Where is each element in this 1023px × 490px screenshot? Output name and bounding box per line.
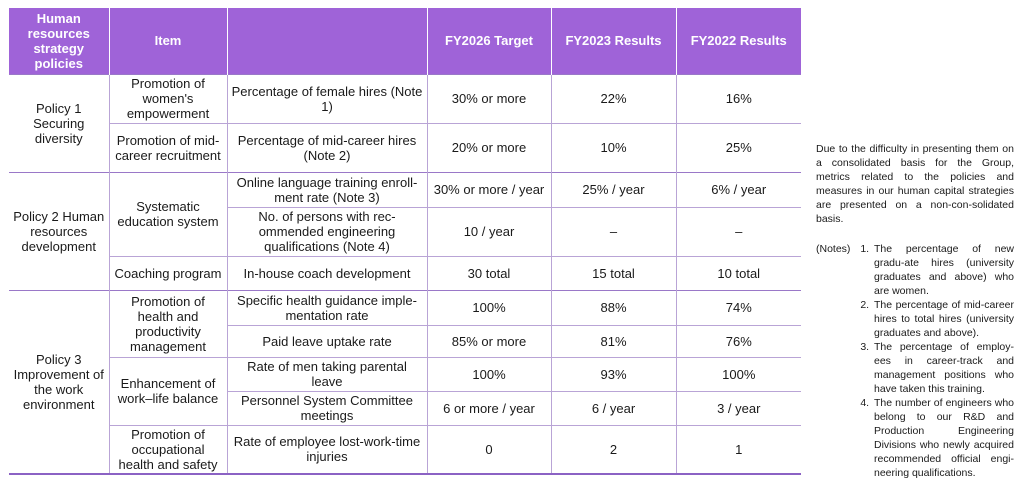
metric-cell: No. of persons with rec-ommended enginee… (226, 206, 427, 256)
table-row: Policy 2 Human resources development Sys… (9, 171, 801, 290)
fy2022-cell: 16% (675, 73, 801, 123)
header-row: Human resources strategy policies Item F… (9, 8, 801, 74)
fy2022-cell: 6% / year (675, 171, 801, 207)
fy2023-cell: 25% / year (550, 171, 676, 207)
note-item: The number of engineers who belong to ou… (872, 396, 1014, 480)
item-cell: Systematic education system (108, 171, 227, 256)
table-row: Coaching program In-house coach developm… (9, 255, 801, 290)
target-cell: 30% or more (426, 73, 551, 123)
item-cell: Promotion of health and productivity man… (108, 289, 227, 357)
metric-cell: Percentage of female hires (Note 1) (226, 73, 427, 123)
item-cell: Promotion of occupational health and saf… (108, 424, 227, 474)
target-cell: 100% (426, 289, 551, 325)
note-item: The percentage of employ-ees in career-t… (872, 340, 1014, 396)
side-notes: Due to the difficulty in presenting them… (816, 142, 1014, 480)
metric-cell: In-house coach development (226, 255, 427, 290)
fy2022-cell: – (675, 206, 801, 256)
header-fy2023: FY2023 Results (550, 8, 676, 74)
item-cell: Enhancement of work–life balance (108, 356, 227, 425)
note-item: The percentage of new gradu-ate hires (u… (872, 242, 1014, 298)
target-cell: 85% or more (426, 324, 551, 357)
fy2023-cell: 2 (550, 424, 676, 474)
item-cell: Promotion of mid-career recruitment (108, 122, 227, 172)
target-cell: 100% (426, 356, 551, 391)
fy2022-cell: 1 (675, 424, 801, 474)
fy2022-cell: 3 / year (675, 390, 801, 425)
table-row: Enhancement of work–life balance Rate of… (9, 356, 801, 425)
fy2022-cell: 10 total (675, 255, 801, 290)
table-row: Promotion of mid-career recruitment Perc… (9, 122, 801, 172)
target-cell: 6 or more / year (426, 390, 551, 425)
fy2023-cell: – (550, 206, 676, 256)
target-cell: 30 total (426, 255, 551, 290)
notes-block: (Notes) The percentage of new gradu-ate … (816, 242, 1014, 480)
header-item: Item (108, 8, 227, 74)
metric-cell: Specific health guidance imple-mentation… (226, 289, 427, 325)
policy-cell: Policy 1 Securing diversity (9, 73, 109, 172)
intro-text: Due to the difficulty in presenting them… (816, 143, 1014, 225)
note-item: The percentage of mid-career hires to to… (872, 298, 1014, 340)
fy2023-cell: 6 / year (550, 390, 676, 425)
policy-cell: Policy 2 Human resources development (9, 171, 109, 290)
table-row: Policy 3 Improvement of the work environ… (9, 289, 801, 474)
table-row: Promotion of occupational health and saf… (9, 424, 801, 474)
fy2023-cell: 22% (550, 73, 676, 123)
table-row: No. of persons with rec-ommended enginee… (9, 206, 801, 256)
metric-cell: Online language training enroll-ment rat… (226, 171, 427, 207)
target-cell: 10 / year (426, 206, 551, 256)
metric-cell: Rate of men taking parental leave (226, 356, 427, 391)
fy2022-cell: 25% (675, 122, 801, 172)
hr-metrics-table: Human resources strategy policies Item F… (9, 8, 801, 475)
policy-cell: Policy 3 Improvement of the work environ… (9, 289, 109, 474)
fy2023-cell: 81% (550, 324, 676, 357)
fy2023-cell: 10% (550, 122, 676, 172)
metric-cell: Percentage of mid-career hires (Note 2) (226, 122, 427, 172)
fy2022-cell: 100% (675, 356, 801, 391)
table-row: Policy 1 Securing diversity Promotion of… (9, 73, 801, 172)
metric-cell: Personnel System Committee meetings (226, 390, 427, 425)
target-cell: 30% or more / year (426, 171, 551, 207)
notes-label: (Notes) (816, 243, 851, 255)
fy2022-cell: 76% (675, 324, 801, 357)
fy2023-cell: 93% (550, 356, 676, 391)
header-metric (226, 8, 427, 74)
fy2023-cell: 88% (550, 289, 676, 325)
notes-list: The percentage of new gradu-ate hires (u… (856, 242, 1014, 480)
metric-cell: Paid leave uptake rate (226, 324, 427, 357)
item-cell: Coaching program (108, 255, 227, 290)
table-row: Personnel System Committee meetings 6 or… (9, 390, 801, 425)
metric-cell: Rate of employee lost-work-time injuries (226, 424, 427, 474)
item-cell: Promotion of women's empowerment (108, 73, 227, 123)
target-cell: 20% or more (426, 122, 551, 172)
header-policies: Human resources strategy policies (9, 8, 109, 74)
fy2022-cell: 74% (675, 289, 801, 325)
fy2023-cell: 15 total (550, 255, 676, 290)
target-cell: 0 (426, 424, 551, 474)
table-row: Paid leave uptake rate 85% or more 81% 7… (9, 324, 801, 357)
header-fy2022: FY2022 Results (675, 8, 801, 74)
header-target: FY2026 Target (426, 8, 551, 74)
